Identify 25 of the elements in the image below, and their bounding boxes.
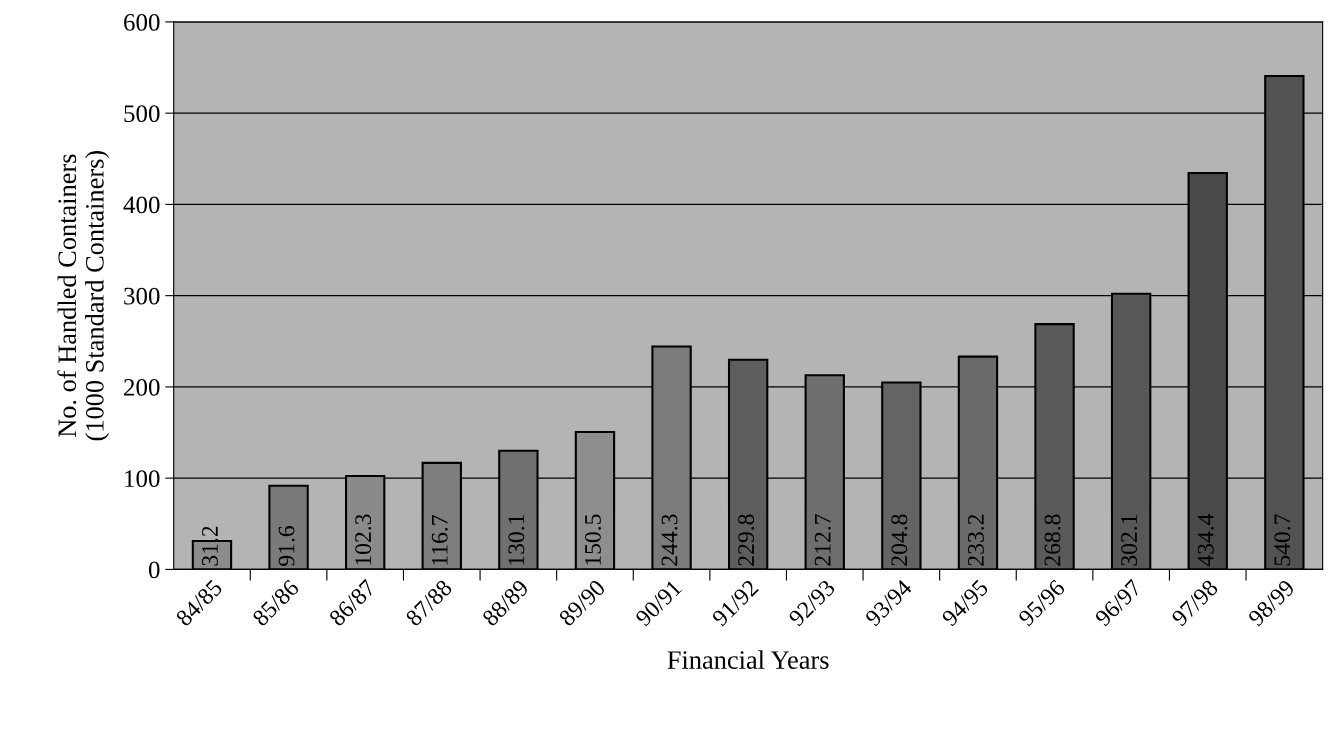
data-label: 102.3 (355, 514, 372, 565)
y-tick-label: 100 (125, 470, 160, 488)
data-label: 91.6 (278, 526, 295, 566)
y-tick-label: 300 (124, 287, 160, 305)
data-label: 212.7 (814, 514, 831, 566)
y-tick-label: 400 (123, 196, 160, 214)
data-label: 150.5 (584, 514, 601, 565)
data-label: 268.8 (1044, 514, 1061, 566)
data-label: 229.8 (738, 514, 755, 566)
y-axis-title: No. of Handled Containers (1000 Standard Containers) (57, 150, 110, 441)
data-label: 233.2 (967, 514, 984, 566)
data-label: 302.1 (1121, 514, 1138, 566)
y-tick-label: 500 (124, 105, 160, 123)
data-label: 130.1 (508, 514, 525, 565)
data-label: 540.7 (1274, 514, 1291, 566)
x-axis-title: Financial Years (667, 650, 829, 669)
y-tick-label: 600 (124, 13, 160, 31)
data-label: 204.8 (891, 514, 908, 566)
data-label: 116.7 (431, 515, 448, 565)
y-tick-label: 0 (148, 561, 160, 579)
bar (268, 484, 309, 570)
data-label: 244.3 (661, 514, 678, 566)
data-label: 434.4 (1197, 513, 1214, 567)
data-label: 31.2 (202, 526, 218, 566)
y-tick-label: 200 (124, 378, 160, 396)
